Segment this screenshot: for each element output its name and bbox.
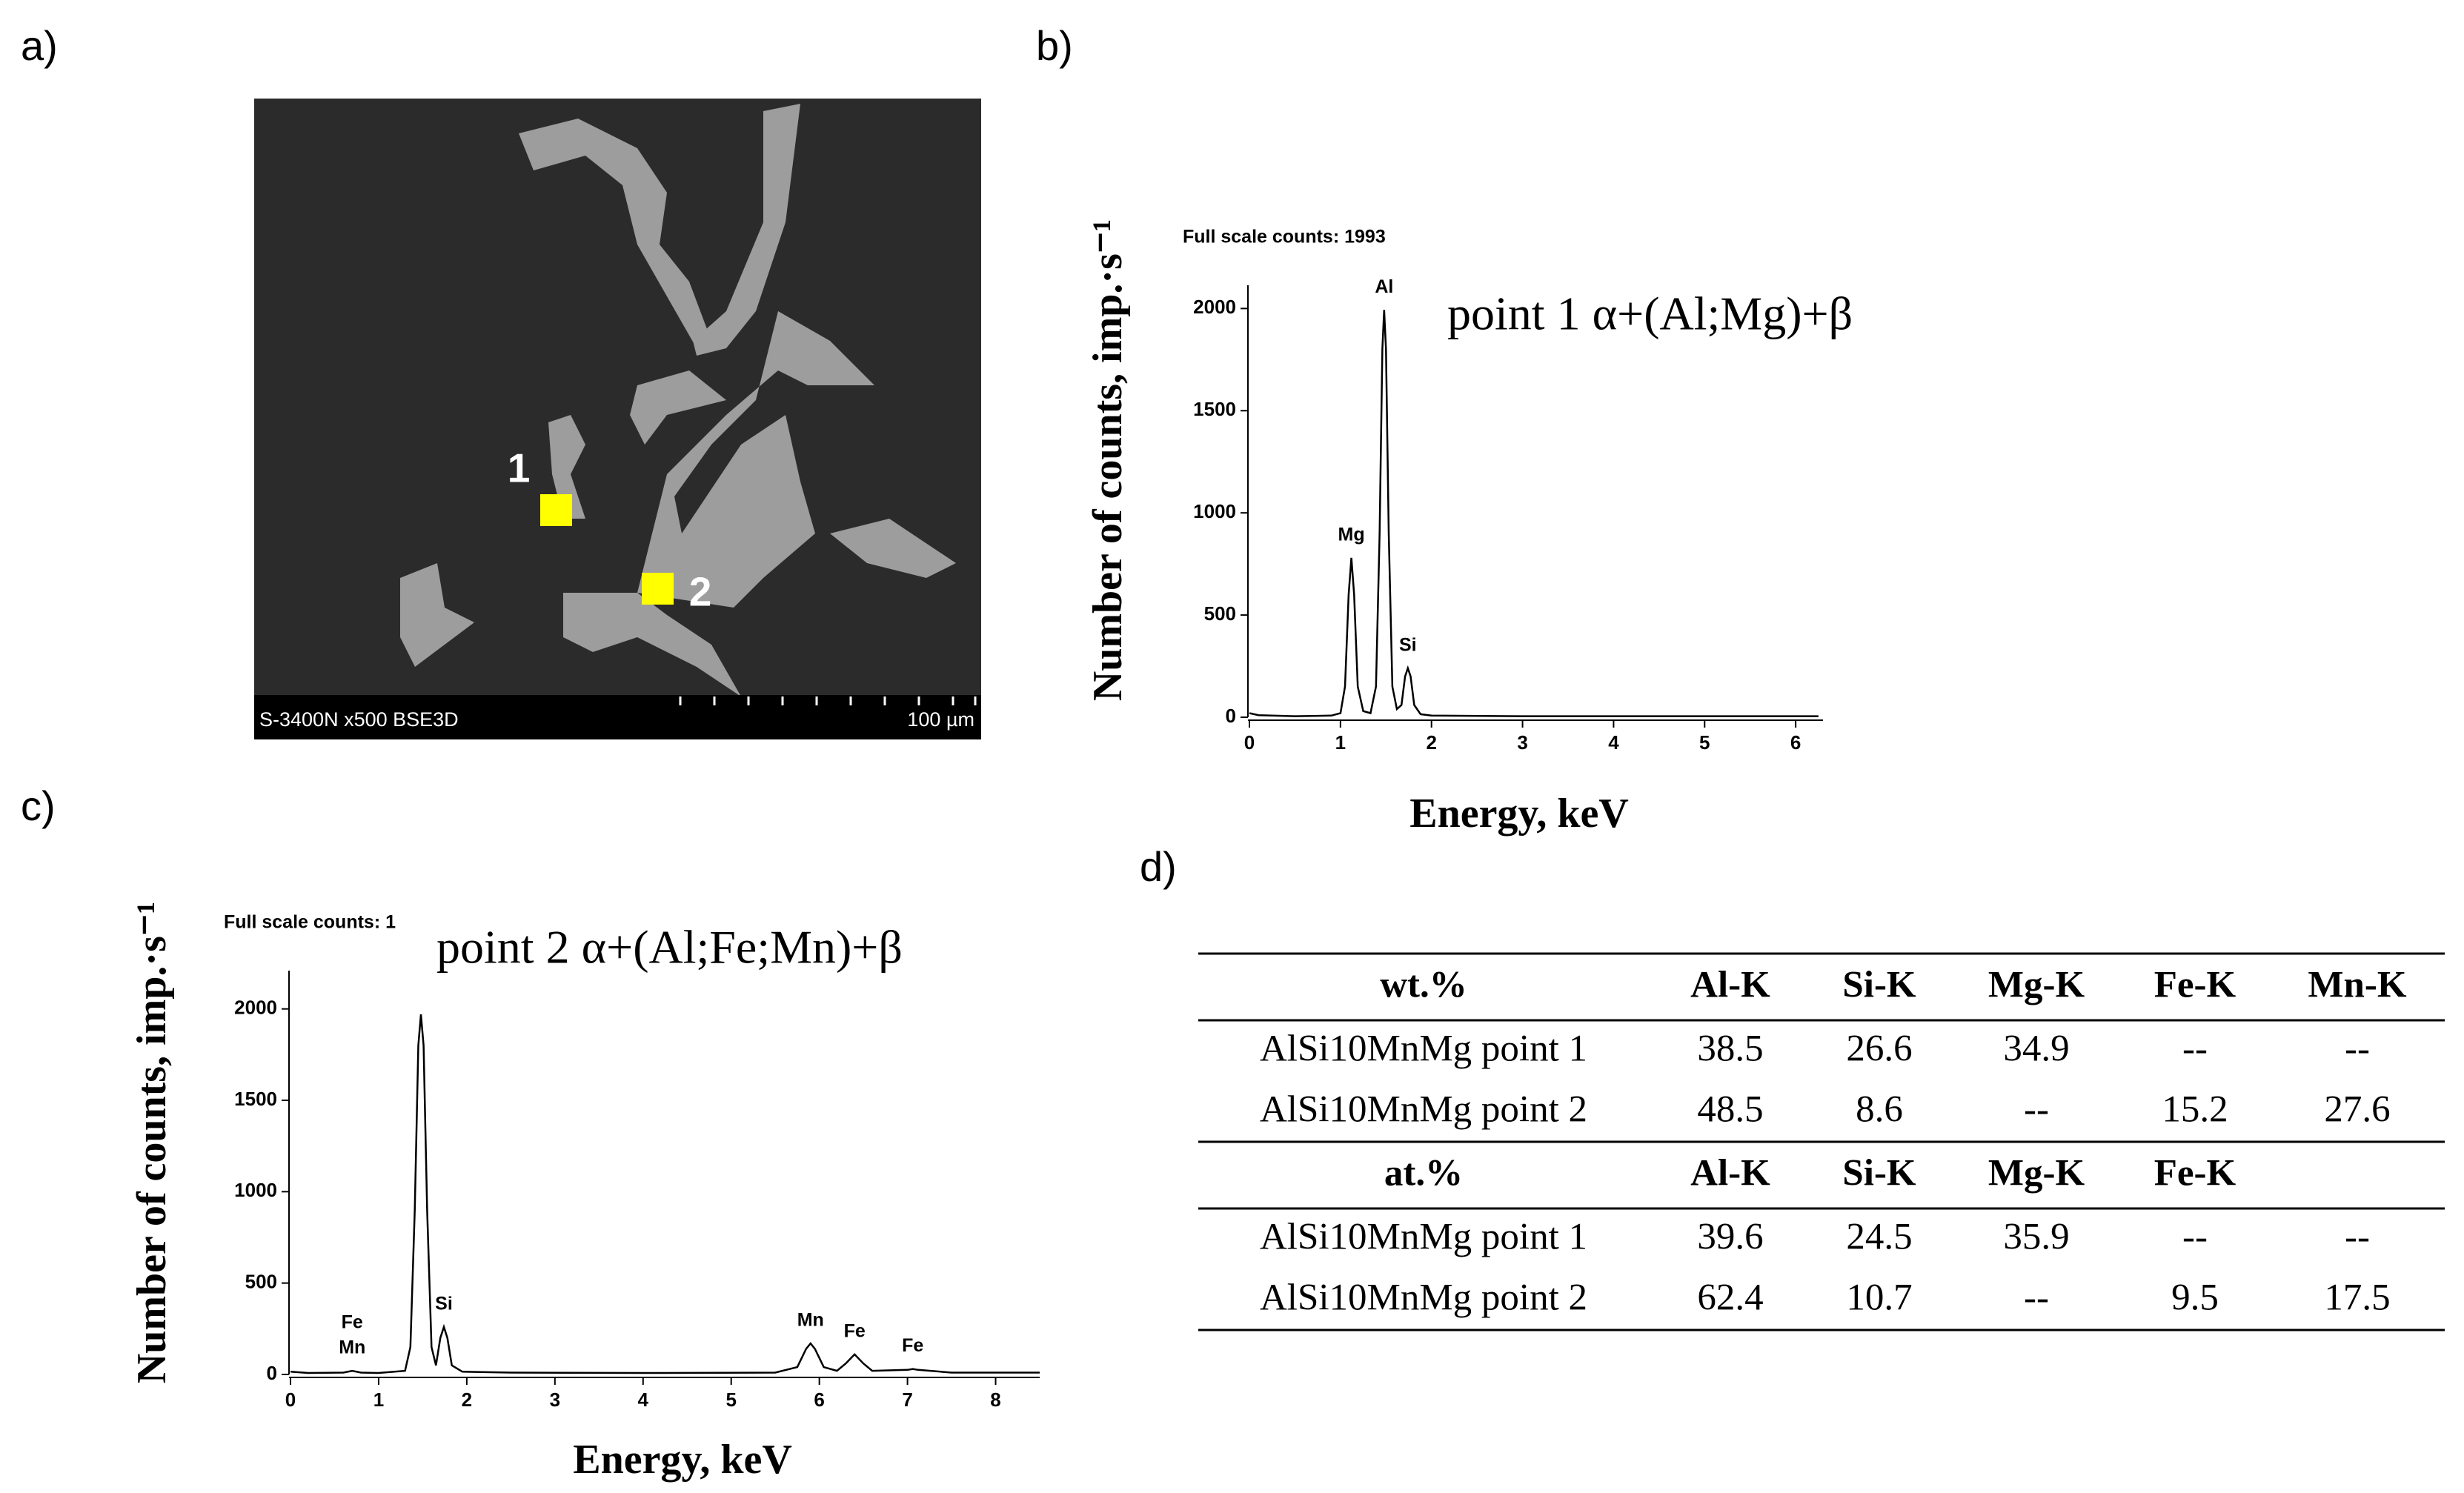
x-tick-label: 4 [1608, 731, 1619, 754]
table-cell: -- [2024, 1089, 2049, 1131]
panel-label: c) [21, 782, 56, 829]
full-scale-label: Full scale counts: 1 [224, 912, 396, 933]
x-tick-label: 1 [1335, 731, 1346, 754]
table-cell: -- [2182, 1217, 2208, 1258]
scale-ticks [679, 696, 977, 705]
table-cell: 24.5 [1846, 1217, 1912, 1258]
panel-label: d) [1140, 843, 1177, 890]
table-cell: 26.6 [1846, 1028, 1912, 1070]
table-cell: AlSi10MnMg point 2 [1260, 1089, 1587, 1131]
peak-label: Si [1399, 634, 1417, 655]
x-axis-label: Energy, keV [1409, 791, 1629, 837]
point-marker [540, 494, 572, 526]
table-header: Fe-K [2154, 1153, 2236, 1194]
table-header: at.% [1384, 1153, 1463, 1194]
x-tick-label: 3 [550, 1389, 560, 1411]
table-cell: 27.6 [2324, 1089, 2390, 1131]
table-cell: 48.5 [1697, 1089, 1763, 1131]
y-tick-label: 0 [1226, 705, 1236, 727]
y-tick-label: 1000 [234, 1179, 277, 1201]
table-header: Mg-K [1988, 965, 2085, 1006]
table-header: Al-K [1690, 965, 1770, 1006]
peak-label: Mg [1338, 524, 1365, 545]
x-tick-label: 5 [725, 1389, 736, 1411]
point-marker [642, 573, 674, 605]
x-tick-label: 3 [1517, 731, 1527, 754]
spectrum-line [290, 1014, 1040, 1374]
spectrum-line [1249, 310, 1819, 717]
table-header: wt.% [1380, 965, 1467, 1006]
table-cell: 9.5 [2171, 1277, 2219, 1319]
table-cell: 35.9 [2003, 1217, 2069, 1258]
y-tick-label: 1000 [1193, 500, 1236, 522]
table-cell: -- [2182, 1028, 2208, 1070]
point-label: 1 [508, 445, 531, 491]
table-cell: 10.7 [1846, 1277, 1912, 1319]
y-tick-label: 0 [267, 1362, 277, 1384]
full-scale-label: Full scale counts: 1993 [1183, 227, 1386, 247]
y-tick-label: 2000 [1193, 296, 1236, 318]
table-cell: 39.6 [1697, 1217, 1763, 1258]
table-cell: -- [2345, 1217, 2370, 1258]
x-tick-label: 7 [902, 1389, 912, 1411]
y-tick-label: 500 [245, 1271, 277, 1293]
peak-label: Fe [902, 1335, 923, 1356]
table-cell: 8.6 [1856, 1089, 1903, 1131]
annotation: point 2 α+(Al;Fe;Mn)+β [436, 921, 903, 974]
y-tick-label: 1500 [1193, 398, 1236, 420]
micrograph-info: S-3400N x500 BSE3D [259, 708, 459, 731]
panel-label: b) [1036, 22, 1073, 69]
table-cell: -- [2345, 1028, 2370, 1070]
x-tick-label: 8 [990, 1389, 1000, 1411]
x-tick-label: 0 [285, 1389, 296, 1411]
y-axis-label: Number of counts, imp.·s⁻¹ [1085, 219, 1131, 701]
y-tick-label: 500 [1204, 602, 1236, 625]
x-tick-label: 0 [1244, 731, 1255, 754]
x-tick-label: 5 [1699, 731, 1710, 754]
phase-regions [400, 104, 956, 696]
info-bar [254, 695, 981, 739]
table-header: Mn-K [2308, 965, 2406, 1006]
point-label: 2 [689, 569, 712, 615]
peak-label: Fe [342, 1312, 363, 1333]
peak-label: Fe [844, 1320, 866, 1341]
x-tick-label: 2 [1426, 731, 1436, 754]
panel-label: a) [21, 22, 58, 69]
peak-label: Mn [797, 1310, 824, 1331]
table-header: Fe-K [2154, 965, 2236, 1006]
table-header: Mg-K [1988, 1153, 2085, 1194]
table-header: Si-K [1842, 965, 1916, 1006]
x-tick-label: 4 [638, 1389, 649, 1411]
table-cell: 38.5 [1697, 1028, 1763, 1070]
table-cell: 34.9 [2003, 1028, 2069, 1070]
x-tick-label: 1 [373, 1389, 384, 1411]
y-tick-label: 2000 [234, 997, 277, 1019]
peak-label: Mn [339, 1337, 365, 1358]
x-tick-label: 6 [814, 1389, 824, 1411]
table-cell: 15.2 [2162, 1089, 2228, 1131]
peak-label: Al [1375, 276, 1393, 297]
table-cell: -- [2024, 1277, 2049, 1319]
x-tick-label: 6 [1790, 731, 1801, 754]
table-cell: AlSi10MnMg point 2 [1260, 1277, 1587, 1319]
table-cell: 17.5 [2324, 1277, 2390, 1319]
scale-bar-label: 100 µm [907, 708, 974, 731]
x-tick-label: 2 [462, 1389, 472, 1411]
peak-label: Si [435, 1293, 453, 1314]
y-tick-label: 1500 [234, 1088, 277, 1110]
y-axis-label: Number of counts, imp.·s⁻¹ [129, 902, 175, 1383]
micrograph: 1 2 S-3400N x500 BSE3D 100 µm [254, 99, 981, 739]
table-cell: 62.4 [1697, 1277, 1763, 1319]
table-header: Al-K [1690, 1153, 1770, 1194]
table-cell: AlSi10MnMg point 1 [1260, 1028, 1587, 1070]
table-header: Si-K [1842, 1153, 1916, 1194]
x-axis-label: Energy, keV [573, 1437, 792, 1483]
annotation: point 1 α+(Al;Mg)+β [1447, 287, 1853, 340]
table-cell: AlSi10MnMg point 1 [1260, 1217, 1587, 1258]
